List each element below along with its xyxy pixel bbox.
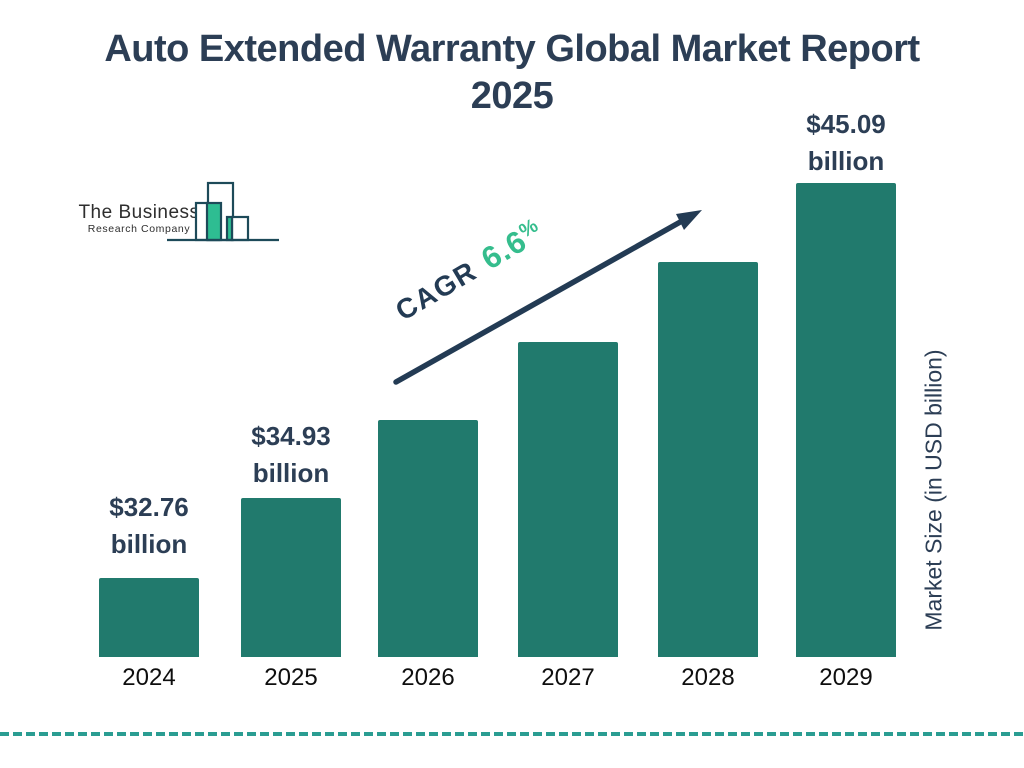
- bar-2026: [378, 420, 478, 657]
- cagr-annotation: CAGR6.6%: [389, 214, 550, 330]
- bottom-dashed-divider: [0, 732, 1024, 736]
- value-label-2029-amount: $45.09: [806, 109, 886, 139]
- value-label-2029: $45.09 billion: [746, 106, 946, 180]
- x-label-2027: 2027: [541, 664, 595, 691]
- y-axis-label: Market Size (in USD billion): [920, 349, 947, 631]
- page-title-line-1: Auto Extended Warranty Global Market Rep…: [104, 28, 920, 70]
- bar-2024: [99, 578, 199, 657]
- bar-2025: [241, 498, 341, 657]
- x-label-2026: 2026: [401, 664, 455, 691]
- value-label-2025-unit: billion: [252, 458, 330, 488]
- page-title-line-2: 2025: [470, 75, 554, 117]
- x-label-2024: 2024: [122, 664, 176, 691]
- page-title: Auto Extended Warranty Global Market Rep…: [0, 26, 1024, 120]
- logo-subname: Research Company: [87, 223, 191, 235]
- bar-2028: [658, 262, 758, 657]
- value-label-2029-unit: billion: [807, 146, 885, 176]
- logo-name: The Business: [78, 202, 200, 223]
- company-logo-text: The Business Research Company: [78, 202, 200, 235]
- x-label-2028: 2028: [681, 664, 735, 691]
- x-label-2025: 2025: [264, 664, 318, 691]
- cagr-label: CAGR: [390, 254, 483, 327]
- logo-bars-icon: [167, 181, 279, 242]
- value-label-2024: $32.76 billion: [49, 489, 249, 563]
- bar-2029: [796, 183, 896, 657]
- bar-2027: [518, 342, 618, 657]
- value-label-2024-unit: billion: [110, 529, 188, 559]
- x-label-2029: 2029: [819, 664, 873, 691]
- value-label-2024-amount: $32.76: [109, 492, 189, 522]
- company-logo: The Business Research Company: [78, 176, 293, 248]
- value-label-2025: $34.93 billion: [191, 418, 391, 492]
- value-label-2025-amount: $34.93: [251, 421, 331, 451]
